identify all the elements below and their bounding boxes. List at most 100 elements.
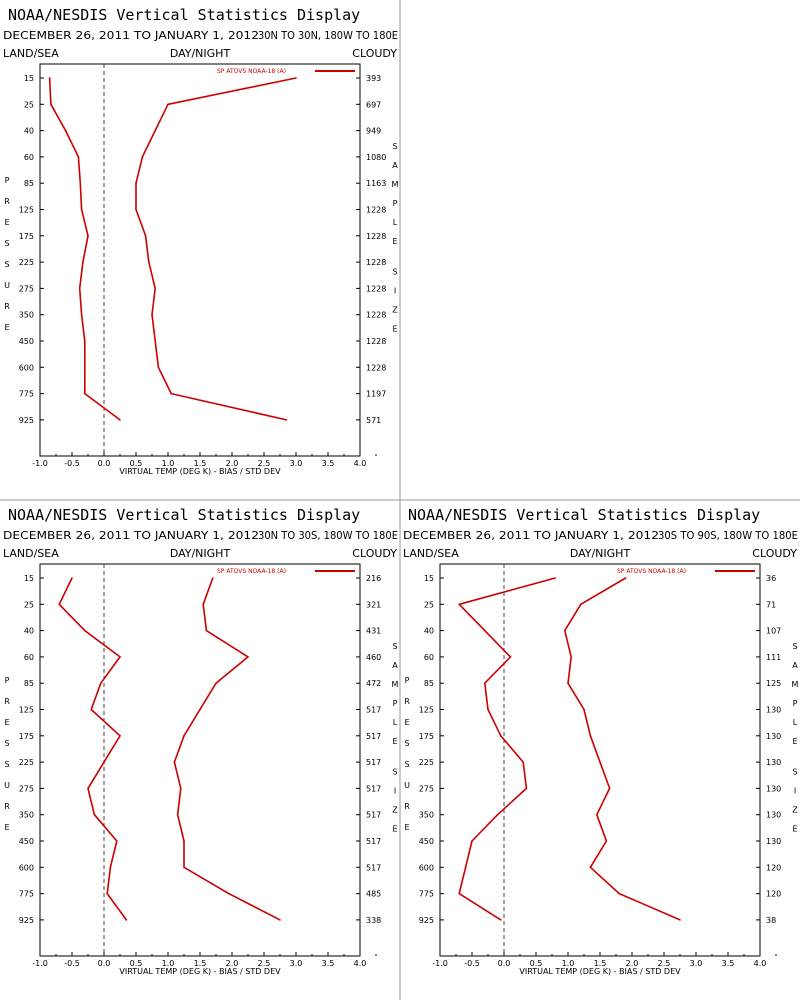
y2-axis-label-letter: I	[394, 786, 396, 795]
x-tick-label: 3.5	[722, 959, 735, 968]
y2-axis-label-letter: M	[392, 180, 399, 189]
x-tick-label: 0.0	[98, 459, 111, 468]
date-range: DECEMBER 26, 2011 TO JANUARY 1, 2012	[403, 529, 659, 542]
std-dev-point	[564, 629, 566, 632]
pressure-level-label: 60	[24, 653, 34, 662]
std-dev-point	[205, 629, 208, 632]
y-axis-label-letter: R	[4, 697, 10, 706]
pressure-level-label: 225	[19, 758, 34, 767]
sample-size-label: 130	[766, 758, 781, 767]
bias-point	[458, 603, 460, 606]
bias-point	[84, 340, 86, 342]
bias-point	[64, 129, 67, 132]
y2-axis-label-letter: L	[793, 718, 798, 727]
x-axis-label: VIRTUAL TEMP (DEG K) - BIAS / STD DEV	[119, 467, 281, 476]
std-dev-point	[589, 866, 592, 869]
pressure-level-label: 775	[419, 890, 434, 899]
y2-axis-label-letter: E	[392, 237, 397, 246]
x-tick-label: -0.5	[464, 959, 480, 968]
bias-point	[84, 629, 86, 632]
std-dev-point	[679, 919, 681, 921]
pressure-level-label: 85	[424, 679, 434, 688]
x-tick-label: 2.5	[258, 959, 271, 968]
chart-panel-1: NOAA/NESDIS Vertical Statistics Display D…	[3, 6, 399, 476]
y-axis-label-letter: P	[5, 676, 10, 685]
x-tick-label: 2.5	[658, 959, 671, 968]
y2-axis-label-letter: S	[792, 767, 797, 776]
sample-size-label: 130	[766, 706, 781, 715]
y-axis-label-letter: S	[4, 260, 9, 269]
x-tick-label: 3.0	[290, 459, 303, 468]
y-axis-label-letter: U	[4, 781, 10, 790]
bias-point	[509, 656, 512, 658]
header-left: LAND/SEA	[403, 547, 459, 560]
pressure-level-label: 175	[419, 732, 434, 741]
sample-size-label: 517	[366, 863, 381, 872]
pressure-level-label: 125	[19, 206, 34, 215]
x-tick-label: 1.0	[162, 959, 175, 968]
sample-size-label: 1228	[366, 311, 386, 320]
std-dev-point	[202, 603, 204, 606]
y2-axis-label-letter: A	[392, 661, 398, 670]
header-left: LAND/SEA	[3, 47, 59, 60]
bias-point	[77, 156, 80, 158]
y2-axis-label-letter: S	[392, 642, 397, 651]
sample-size-label: 321	[366, 600, 381, 609]
region-label: 30S TO 90S, 180W TO 180E	[658, 529, 798, 542]
y-axis-label-letter: E	[4, 218, 9, 227]
y-axis-label-letter: S	[4, 760, 9, 769]
std-dev-point	[199, 708, 201, 711]
bias-point	[119, 656, 121, 658]
bias-point	[71, 577, 73, 579]
bias-point	[58, 603, 60, 606]
bias-point	[500, 735, 502, 737]
y-axis-label-letter: R	[4, 302, 10, 311]
bias-point	[522, 761, 524, 763]
y-axis-label-letter: R	[4, 197, 10, 206]
x-tick-label: 0.5	[130, 959, 143, 968]
pressure-level-label: 450	[19, 837, 34, 846]
x-tick-label: -1.0	[32, 959, 48, 968]
x-axis-label: VIRTUAL TEMP (DEG K) - BIAS / STD DEV	[519, 967, 681, 976]
bias-series-line	[58, 577, 128, 921]
std-dev-series-line	[173, 577, 281, 921]
chart-panel-3: NOAA/NESDIS Vertical Statistics Display D…	[403, 506, 799, 976]
y2-axis-label-letter: I	[794, 786, 796, 795]
y2-axis-label-letter: L	[393, 718, 398, 727]
bias-point	[554, 577, 556, 579]
sample-size-label: 485	[366, 890, 381, 899]
x-tick-label: 2.5	[258, 459, 271, 468]
sample-size-label: 130	[766, 784, 781, 793]
sample-size-label: 130	[766, 837, 781, 846]
bias-point	[119, 419, 121, 421]
sample-size-label: 71	[766, 600, 776, 609]
sample-size-label: 517	[366, 706, 381, 715]
sample-size-label: 1163	[366, 179, 386, 188]
y-axis-label-letter: S	[404, 760, 409, 769]
x-tick-label: 0.5	[130, 459, 143, 468]
bias-point	[116, 840, 118, 842]
sample-size-label: 949	[366, 127, 381, 136]
sample-size-label: 460	[366, 653, 381, 662]
sample-size-label: 1228	[366, 232, 386, 241]
pressure-level-label: 350	[419, 811, 434, 820]
bias-point	[100, 682, 102, 684]
y2-axis-label-letter: Z	[392, 305, 398, 314]
chart-panels: NOAA/NESDIS Vertical Statistics Display D…	[3, 6, 799, 976]
std-dev-point	[176, 813, 179, 816]
std-dev-point	[596, 813, 598, 816]
y2-axis-label-letter: M	[392, 680, 399, 689]
bias-point	[109, 866, 112, 869]
sample-size-label: 393	[366, 74, 381, 83]
sample-size-label: 125	[766, 679, 781, 688]
bias-point	[90, 708, 92, 711]
sample-size-label: 517	[366, 758, 381, 767]
header-right: CLOUDY	[352, 547, 397, 560]
x-tick-label: 4.0	[754, 959, 767, 968]
std-dev-point	[285, 419, 288, 421]
header-center: DAY/NIGHT	[570, 547, 631, 560]
std-dev-point	[618, 892, 620, 895]
y2-axis-label-letter: M	[792, 680, 799, 689]
sample-size-label: 111	[766, 653, 781, 662]
